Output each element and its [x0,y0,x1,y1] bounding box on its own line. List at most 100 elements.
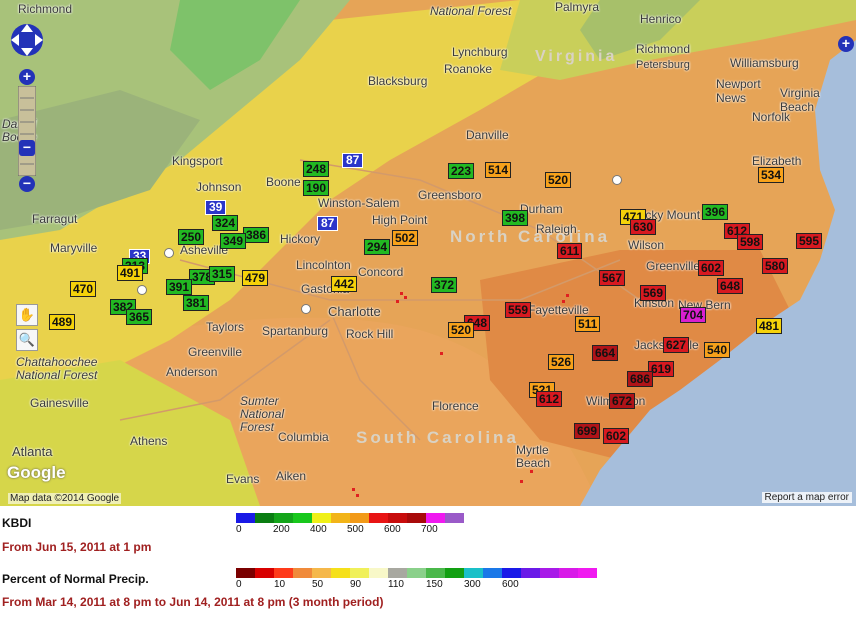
station-value[interactable]: 442 [331,276,358,292]
highway-shield: 87 [342,153,364,168]
station-value[interactable]: 381 [183,295,210,311]
map-viewport[interactable]: Virginia North Carolina South Carolina R… [0,0,856,506]
station-value[interactable]: 569 [640,285,667,301]
zoom-out-button[interactable]: − [19,176,35,192]
station-value[interactable]: 602 [603,428,630,444]
station-value[interactable]: 479 [242,270,269,286]
station-value[interactable]: 672 [609,393,636,409]
place-label: Norfolk [752,110,791,124]
place-label: Danville [466,128,509,142]
station-value[interactable]: 315 [209,266,236,282]
station-value[interactable]: 349 [220,233,247,249]
place-label: Durham [520,202,563,216]
scale-swatch [331,513,350,523]
station-value[interactable]: 630 [630,219,657,235]
station-value[interactable]: 595 [796,233,823,249]
station-value[interactable]: 520 [545,172,572,188]
station-value[interactable]: 664 [592,345,619,361]
city-marker[interactable] [301,304,311,314]
station-value[interactable]: 612 [536,391,563,407]
place-label: Hickory [280,232,321,246]
place-label: Boone [266,175,301,189]
precip-legend-title: Percent of Normal Precip. [2,572,149,586]
highway-shield: 39 [205,200,227,215]
right-expand-button[interactable]: + [838,36,854,52]
station-value[interactable]: 648 [717,278,744,294]
report-map-error-link[interactable]: Report a map error [761,492,852,503]
station-value[interactable]: 520 [448,322,475,338]
station-value[interactable]: 699 [574,423,601,439]
station-value[interactable]: 598 [737,234,764,250]
zoom-slider-handle[interactable]: − [19,140,35,156]
zoom-box-tool-icon[interactable]: 🔍 [16,329,38,351]
place-label: Charlotte [328,304,381,319]
place-label: Taylors [206,320,245,334]
station-value[interactable]: 396 [702,204,729,220]
station-value[interactable]: 704 [680,307,707,323]
scale-tick-label: 300 [464,579,481,590]
city-marker[interactable] [164,248,174,258]
station-value[interactable]: 540 [704,342,731,358]
station-value[interactable]: 511 [575,316,601,332]
scale-tick-label: 90 [350,579,362,590]
station-value[interactable]: 559 [505,302,532,318]
station-value[interactable]: 378 [189,269,216,285]
pan-arrows-icon[interactable] [8,18,46,64]
station-value[interactable]: 502 [392,230,419,246]
hand-tool-icon[interactable]: ✋ [16,304,38,326]
place-label: Newport News [716,77,761,105]
station-value[interactable]: 365 [126,309,153,325]
city-marker[interactable] [137,285,147,295]
scale-swatch [369,513,388,523]
station-value[interactable]: 567 [599,270,626,286]
place-label: Evans [226,472,260,486]
station-value[interactable]: 580 [762,258,789,274]
station-value[interactable]: 514 [485,162,512,178]
station-value[interactable]: 386 [243,227,270,243]
place-label: Raleigh [536,222,577,236]
station-value[interactable]: 611 [557,243,583,259]
scale-swatch [274,513,293,523]
station-value[interactable]: 491 [117,265,144,281]
place-label: Henrico [640,12,682,26]
zoom-slider[interactable] [18,86,36,176]
station-value[interactable]: 470 [70,281,97,297]
station-value[interactable]: 324 [212,215,239,231]
station-value[interactable]: 372 [431,277,458,293]
city-marker[interactable] [612,175,622,185]
scale-swatch [407,568,426,578]
station-value[interactable]: 250 [178,229,205,245]
station-value[interactable]: 248 [303,161,330,177]
scale-swatch [445,513,464,523]
scale-tick-label: 700 [421,524,438,535]
place-label: Farragut [32,212,78,226]
place-label: Greenville [188,345,243,359]
station-value[interactable]: 619 [648,361,675,377]
station-value[interactable]: 294 [364,239,391,255]
place-label: Maryville [50,241,98,255]
station-value[interactable]: 190 [303,180,330,196]
scale-swatch [559,568,578,578]
zoom-in-button[interactable]: + [19,69,35,85]
station-value[interactable]: 686 [627,371,654,387]
scale-tick-label: 200 [273,524,290,535]
station-value[interactable]: 627 [663,337,690,353]
place-label: Chattahoochee National Forest [16,355,98,382]
scale-swatch [274,568,293,578]
station-value[interactable]: 481 [756,318,783,334]
precip-scale-ticks: 0 10 50 90 110 150 300 600 [236,579,536,591]
place-label: Anderson [166,365,218,379]
station-value[interactable]: 489 [49,314,76,330]
station-value[interactable]: 398 [502,210,529,226]
highway-shield: 87 [317,216,339,231]
state-label: South Carolina [356,428,519,447]
station-value[interactable]: 602 [698,260,725,276]
station-value[interactable]: 223 [448,163,475,179]
station-value[interactable]: 526 [548,354,575,370]
kbdi-scale-ticks: 0 200 400 500 600 700 [236,524,476,536]
station-value[interactable]: 391 [166,279,193,295]
kbdi-legend-title: KBDI [2,516,32,530]
map-attribution: Map data ©2014 Google [8,493,122,504]
station-value[interactable]: 534 [758,167,785,183]
scale-swatch [388,513,407,523]
